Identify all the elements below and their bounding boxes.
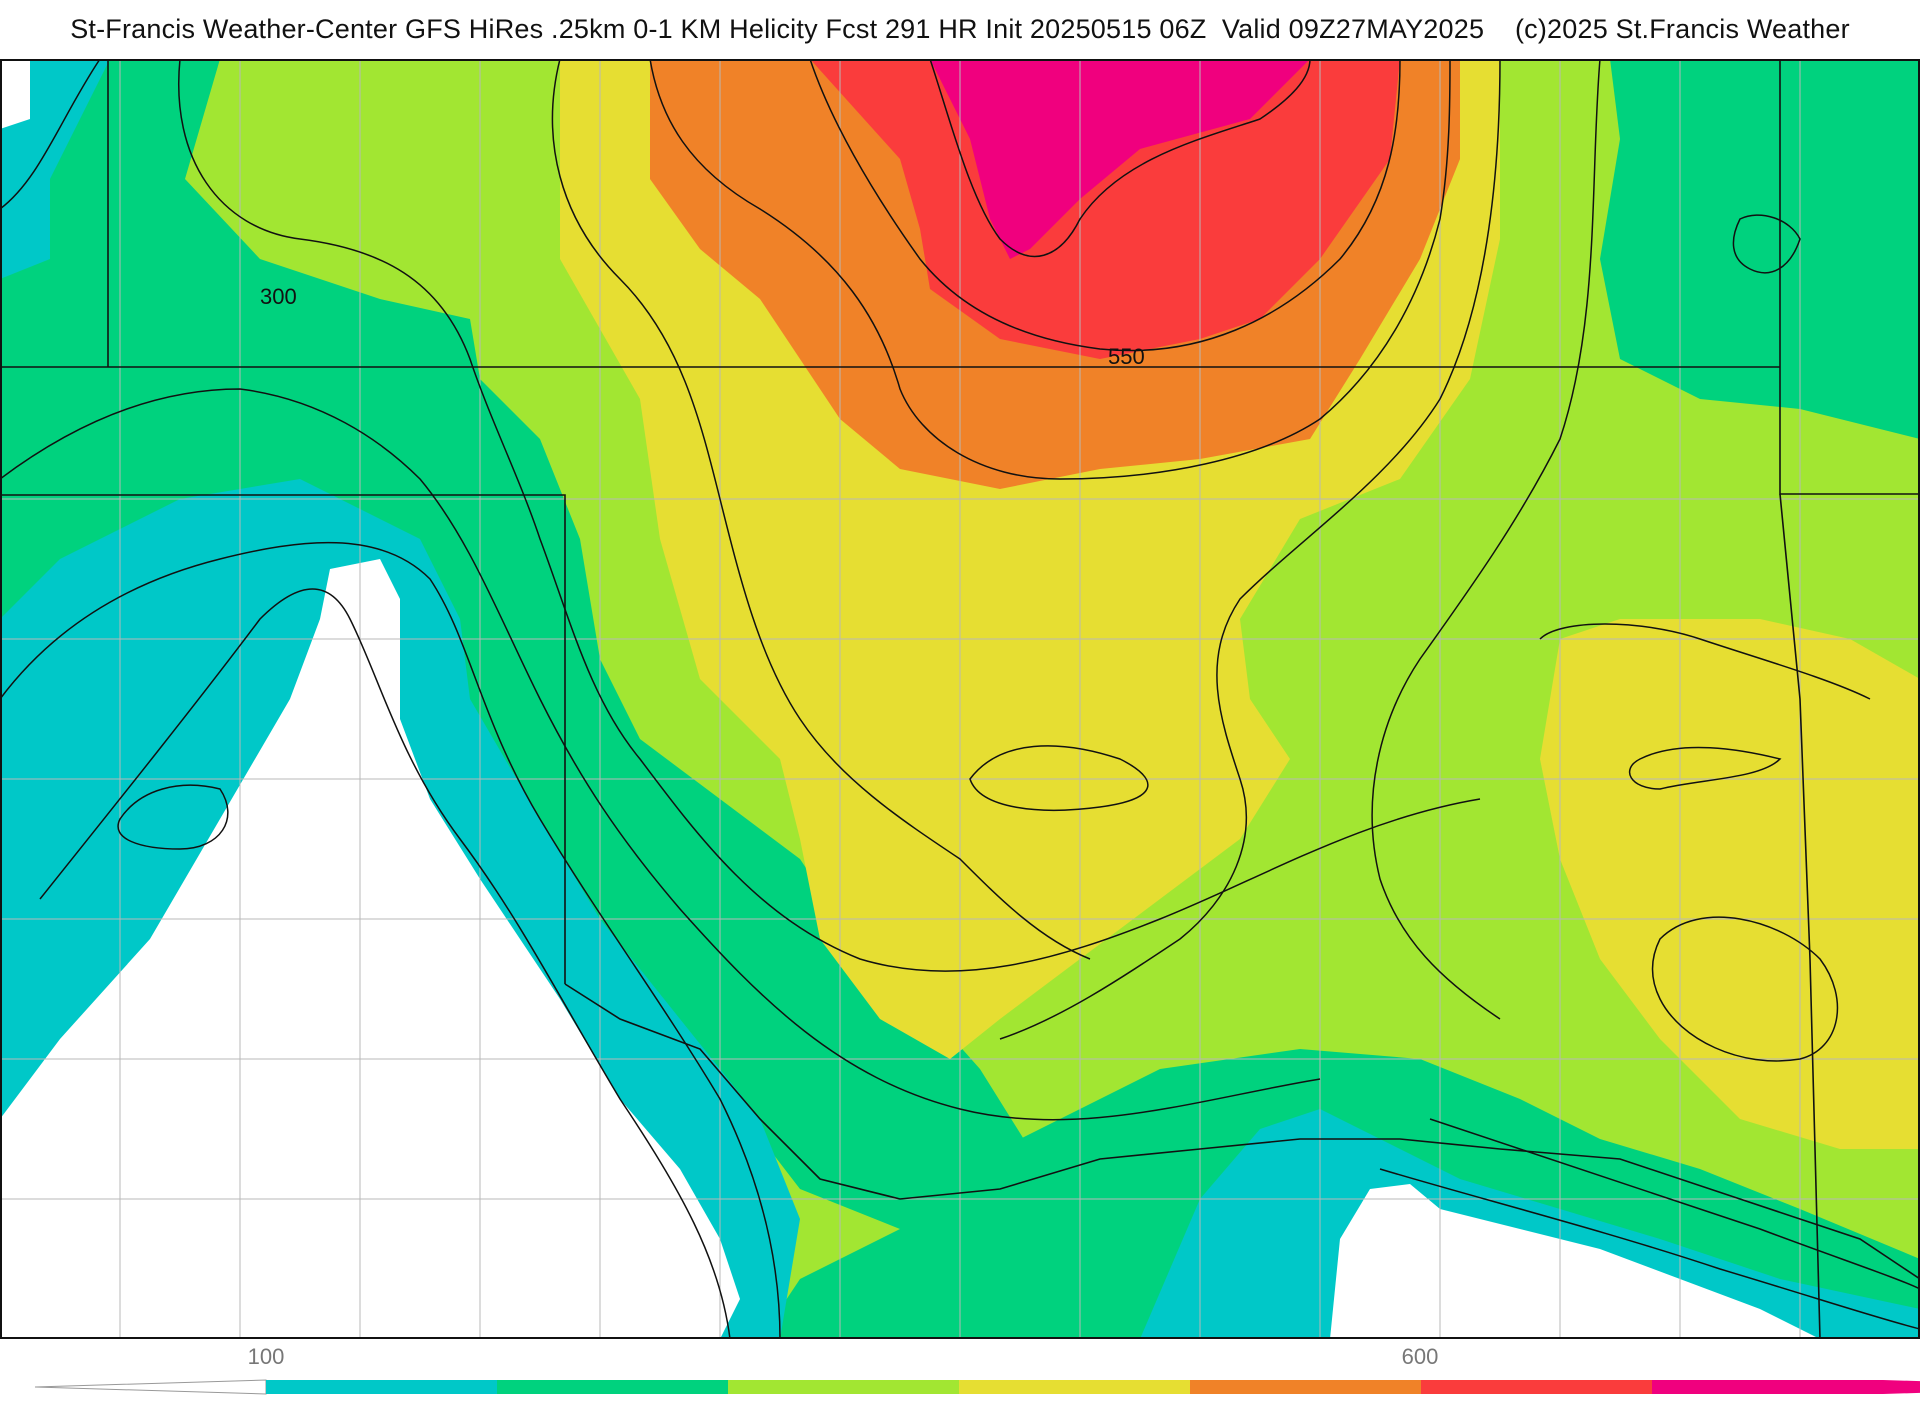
- helicity-contours: [0, 59, 1920, 1339]
- helicity-map[interactable]: 300 550: [0, 59, 1920, 1339]
- field-yellow-east: [1540, 619, 1920, 1149]
- colorbar-segment: [266, 1380, 497, 1394]
- field-magenta: [930, 59, 1310, 259]
- field-white-south: [1330, 1184, 1820, 1339]
- colorbar-segment: [959, 1380, 1190, 1394]
- contour-label-550: 550: [1108, 344, 1145, 369]
- colorbar-segments: [34, 1379, 1920, 1395]
- field-red: [810, 59, 1400, 359]
- map-frame: [0, 59, 1920, 1339]
- field-white-southwest: [0, 559, 740, 1339]
- contour-label-300: 300: [260, 284, 297, 309]
- colorbar: 100 600: [0, 1340, 1920, 1400]
- colorbar-extend-high: [1883, 1380, 1920, 1394]
- field-cyan-south: [1140, 1109, 1920, 1339]
- colorbar-tick-100: 100: [248, 1344, 285, 1369]
- colorbar-segment: [497, 1380, 728, 1394]
- colorbar-tick-600: 600: [1402, 1344, 1439, 1369]
- county-boundaries: [0, 59, 1920, 1339]
- field-white-northwest-corner: [0, 59, 30, 129]
- map-title: St-Francis Weather-Center GFS HiRes .25k…: [70, 14, 1850, 44]
- colorbar-segment: [1190, 1380, 1421, 1394]
- field-darkgreen-west: [0, 59, 1030, 1229]
- colorbar-svg: 100 600: [34, 1344, 1920, 1395]
- colorbar-extend-low: [34, 1379, 267, 1395]
- map-canvas: 300 550: [0, 59, 1920, 1339]
- state-boundaries: [0, 59, 1920, 1339]
- colorbar-segment: [728, 1380, 959, 1394]
- colorbar-segment: [1652, 1380, 1883, 1394]
- colorbar-segment: [1421, 1380, 1652, 1394]
